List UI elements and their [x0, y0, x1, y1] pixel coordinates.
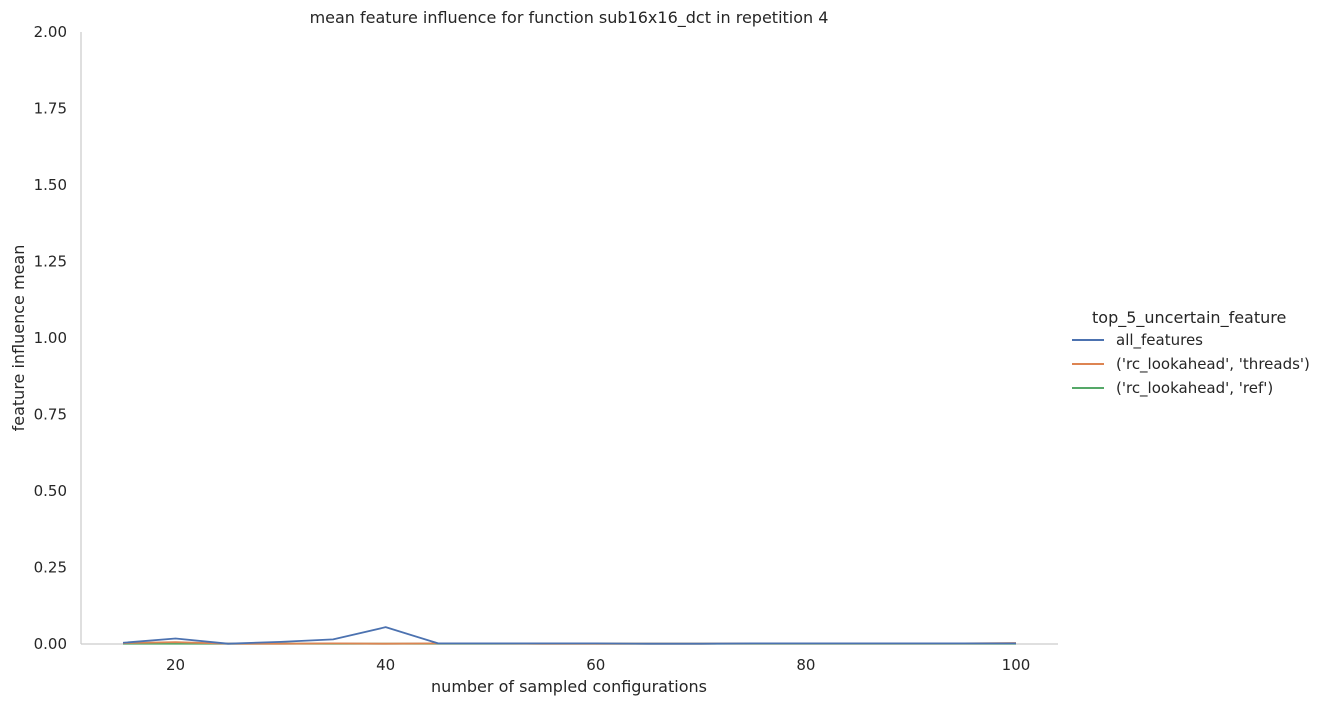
- x-tick-label: 80: [796, 656, 815, 674]
- legend-label: all_features: [1116, 331, 1203, 350]
- y-tick-label: 1.75: [34, 100, 67, 118]
- series-line-all-features: [122, 626, 1016, 645]
- x-axis-label: number of sampled configurations: [431, 677, 707, 696]
- legend-label: ('rc_lookahead', 'ref'): [1116, 379, 1273, 398]
- y-axis-label: feature influence mean: [9, 245, 28, 432]
- x-tick-label: 100: [1002, 656, 1031, 674]
- chart-title: mean feature influence for function sub1…: [310, 8, 829, 28]
- plot-area: 0.00 0.25 0.50 0.75 1.00 1.25 1.50 1.75 2.00 20 4…: [34, 23, 1058, 674]
- y-tick-label: 0.50: [34, 482, 67, 500]
- legend-title: top_5_uncertain_feature: [1092, 308, 1286, 328]
- x-tick-label: 20: [166, 656, 185, 674]
- y-tick-label: 1.50: [34, 176, 67, 194]
- legend-entries: all_features ('rc_lookahead', 'threads') (…: [1072, 331, 1310, 398]
- x-tick-label: 40: [376, 656, 395, 674]
- y-tick-label: 0.75: [34, 406, 67, 424]
- series-lines: [122, 626, 1016, 645]
- x-tick-labels: 20 40 60 80 100: [166, 656, 1030, 674]
- y-tick-label: 2.00: [34, 23, 67, 41]
- y-tick-label: 1.25: [34, 253, 67, 271]
- y-tick-label: 0.25: [34, 559, 67, 577]
- legend: top_5_uncertain_feature all_features ('rc…: [1072, 308, 1310, 398]
- x-tick-label: 60: [586, 656, 605, 674]
- y-tick-label: 0.00: [34, 635, 67, 653]
- y-tick-labels: 0.00 0.25 0.50 0.75 1.00 1.25 1.50 1.75 2.00: [34, 23, 67, 653]
- legend-label: ('rc_lookahead', 'threads'): [1116, 355, 1310, 374]
- y-tick-label: 1.00: [34, 329, 67, 347]
